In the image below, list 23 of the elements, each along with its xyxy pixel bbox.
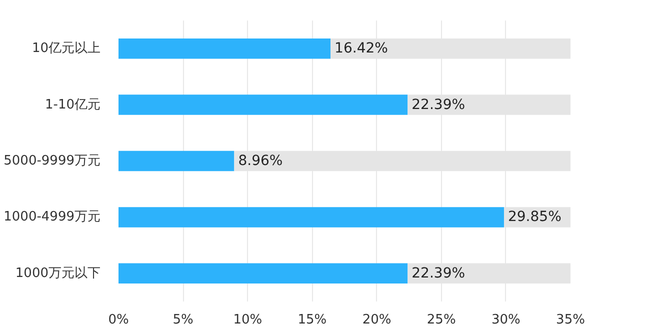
data-label: 29.85%: [508, 209, 562, 226]
x-tick-label: 10%: [233, 312, 262, 328]
data-label: 22.39%: [412, 265, 466, 282]
data-label: 22.39%: [412, 96, 466, 113]
y-tick-label: 5000-9999万元: [4, 154, 100, 168]
y-tick-label: 10亿元以上: [32, 41, 101, 56]
data-label: 8.96%: [238, 153, 283, 169]
x-tick-label: 25%: [426, 312, 456, 328]
bar: [118, 150, 234, 172]
x-tick-label: 5%: [172, 312, 194, 328]
bar: [118, 263, 408, 284]
y-tick-label: 1000万元以下: [15, 266, 101, 281]
bar: [118, 94, 408, 115]
x-tick-label: 0%: [108, 312, 129, 328]
x-tick-label: 20%: [362, 312, 392, 328]
x-tick-label: 35%: [556, 312, 585, 328]
bar: [118, 38, 331, 59]
data-label: 16.42%: [334, 40, 388, 57]
y-tick-label: 1-10亿元: [44, 97, 101, 112]
y-tick-label: 1000-4999万元: [4, 210, 100, 225]
bar: [118, 207, 504, 228]
x-tick-label: 15%: [298, 312, 327, 328]
x-tick-label: 30%: [491, 312, 520, 328]
